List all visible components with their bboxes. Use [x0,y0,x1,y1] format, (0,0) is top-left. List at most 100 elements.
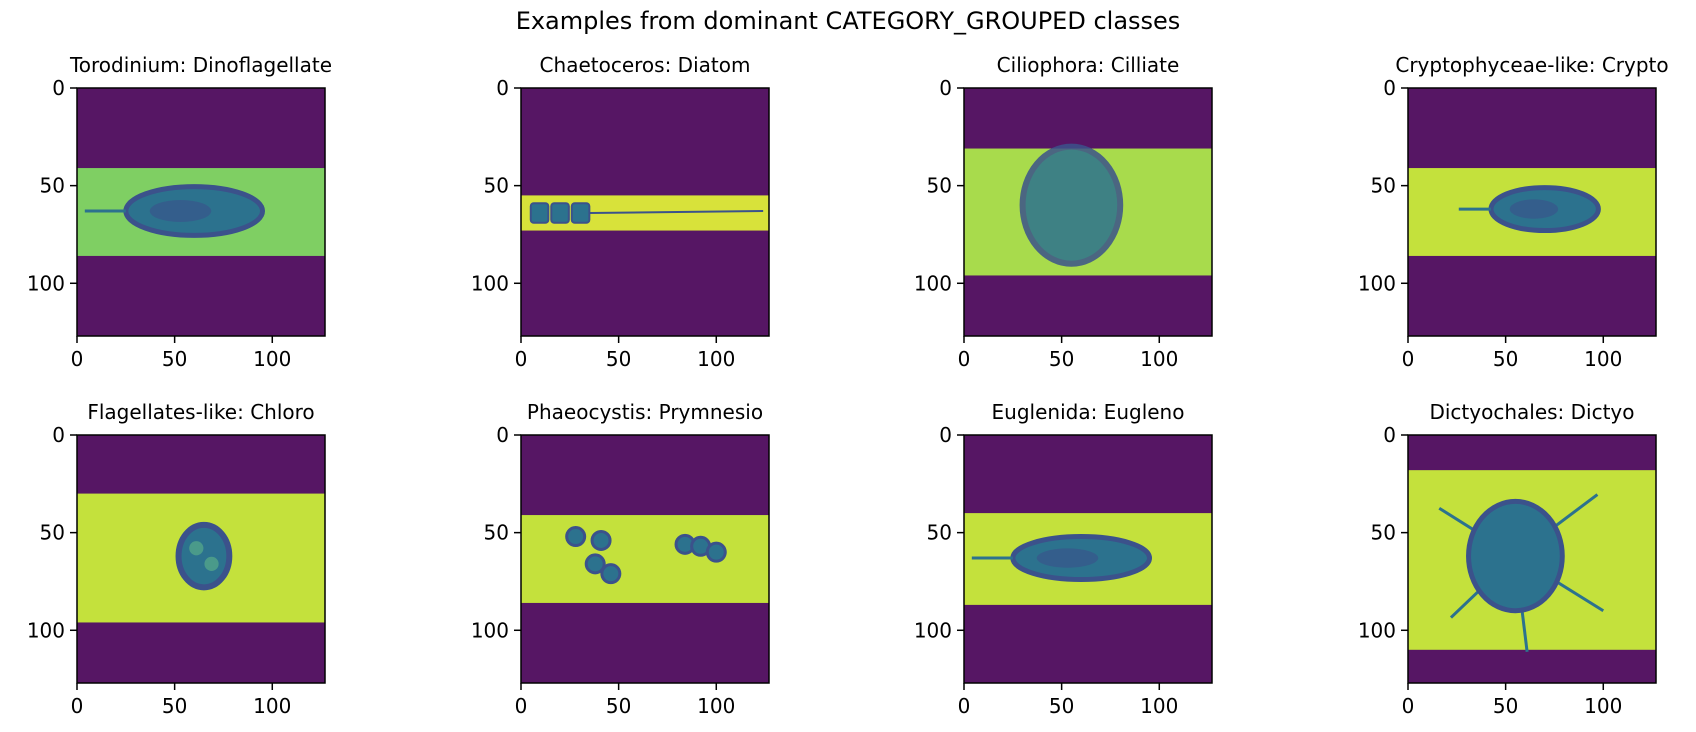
x-tick-label: 0 [515,694,528,718]
x-tick-label: 0 [958,347,971,371]
x-tick-label: 50 [1049,347,1074,371]
x-tick-label: 100 [1140,347,1178,371]
organism-nucleus [1036,548,1099,568]
x-tick-label: 0 [71,347,84,371]
y-tick-label: 100 [471,618,509,642]
y-tick-label: 0 [939,76,952,100]
panel-title: Dictyochales: Dictyo [1429,400,1634,424]
panel-title: Euglenida: Eugleno [992,400,1185,424]
y-tick-label: 0 [496,423,509,447]
axes-frame [963,87,1213,337]
y-tick-label: 100 [1358,618,1396,642]
panel-title: Phaeocystis: Prymnesio [527,400,763,424]
axes-frame [520,87,770,337]
x-tick-label: 0 [71,694,84,718]
panel-7: Euglenida: Eugleno 0 50 100 0 50 100 [914,400,1213,718]
organism-nucleus [1509,199,1559,219]
x-tick-label: 100 [697,347,735,371]
y-tick-label: 50 [1371,521,1396,545]
y-tick-label: 50 [927,521,952,545]
y-tick-label: 50 [40,521,65,545]
diatom-cell [529,202,550,224]
y-tick-label: 0 [1383,76,1396,100]
y-tick-label: 50 [1371,174,1396,198]
x-tick-label: 100 [1140,694,1178,718]
x-tick-label: 100 [697,694,735,718]
x-tick-label: 0 [515,347,528,371]
figure-title: Examples from dominant CATEGORY_GROUPED … [516,7,1181,35]
x-tick-label: 0 [958,694,971,718]
panel-5: Flagellates-like: Chloro 0 50 100 0 50 100 [27,400,326,718]
x-tick-label: 50 [1493,347,1518,371]
organism-body [1019,143,1124,267]
axes-frame [520,434,770,684]
x-tick-label: 100 [253,694,291,718]
panel-image [1408,435,1656,683]
x-tick-label: 50 [162,347,187,371]
panel-image [77,435,325,683]
image-band [521,515,769,603]
organism-lobe [204,556,219,571]
y-tick-label: 100 [1358,271,1396,295]
y-tick-label: 100 [27,618,65,642]
y-tick-label: 0 [52,423,65,447]
panel-image [964,435,1212,683]
organism-body [1466,498,1565,614]
y-tick-label: 0 [1383,423,1396,447]
panel-title: Cryptophyceae-like: Crypto [1395,53,1668,77]
panel-image [1408,88,1656,336]
diatom-seta [589,210,764,214]
panel-image [521,88,769,336]
panel-title: Torodinium: Dinoflagellate [69,53,332,77]
x-tick-label: 50 [162,694,187,718]
panel-title: Flagellates-like: Chloro [87,400,314,424]
axes-frame [1407,87,1657,337]
x-tick-label: 50 [1049,694,1074,718]
colony-cell [584,553,606,575]
y-tick-label: 0 [52,76,65,100]
y-tick-label: 0 [939,423,952,447]
y-tick-label: 0 [496,76,509,100]
panel-image [964,88,1212,336]
y-tick-label: 100 [914,618,952,642]
x-tick-label: 50 [1493,694,1518,718]
colony-cell [565,526,587,548]
x-tick-label: 0 [1402,694,1415,718]
panel-8: Dictyochales: Dictyo 0 50 100 0 50 100 [1358,400,1657,718]
diatom-cell [570,202,591,224]
x-tick-label: 100 [1584,347,1622,371]
axes-frame [76,434,326,684]
colony-cell [590,529,612,551]
x-tick-label: 100 [253,347,291,371]
x-tick-label: 50 [606,347,631,371]
axes-frame [76,87,326,337]
y-tick-label: 50 [484,174,509,198]
axes-frame [1407,434,1657,684]
axes-frame [963,434,1213,684]
y-tick-label: 50 [484,521,509,545]
organism-body [175,521,233,591]
panel-3: Ciliophora: Cilliate 0 50 100 0 50 100 [914,53,1213,371]
diatom-cell [550,202,570,224]
organism-lobe [189,541,204,556]
colony-cell [600,563,622,585]
y-tick-label: 50 [927,174,952,198]
x-tick-label: 100 [1584,694,1622,718]
colony-cell [705,541,727,563]
panel-6: Phaeocystis: Prymnesio 0 50 100 0 50 100 [471,400,770,718]
x-tick-label: 50 [606,694,631,718]
organism-nucleus [149,200,212,223]
panel-image [77,88,325,336]
y-tick-label: 100 [914,271,952,295]
x-tick-label: 0 [1402,347,1415,371]
y-tick-label: 100 [471,271,509,295]
panel-title: Ciliophora: Cilliate [997,53,1180,77]
panel-title: Chaetoceros: Diatom [540,53,751,77]
panel-2: Chaetoceros: Diatom 0 50 100 0 50 100 [471,53,770,371]
panel-image [521,435,769,683]
y-tick-label: 50 [40,174,65,198]
